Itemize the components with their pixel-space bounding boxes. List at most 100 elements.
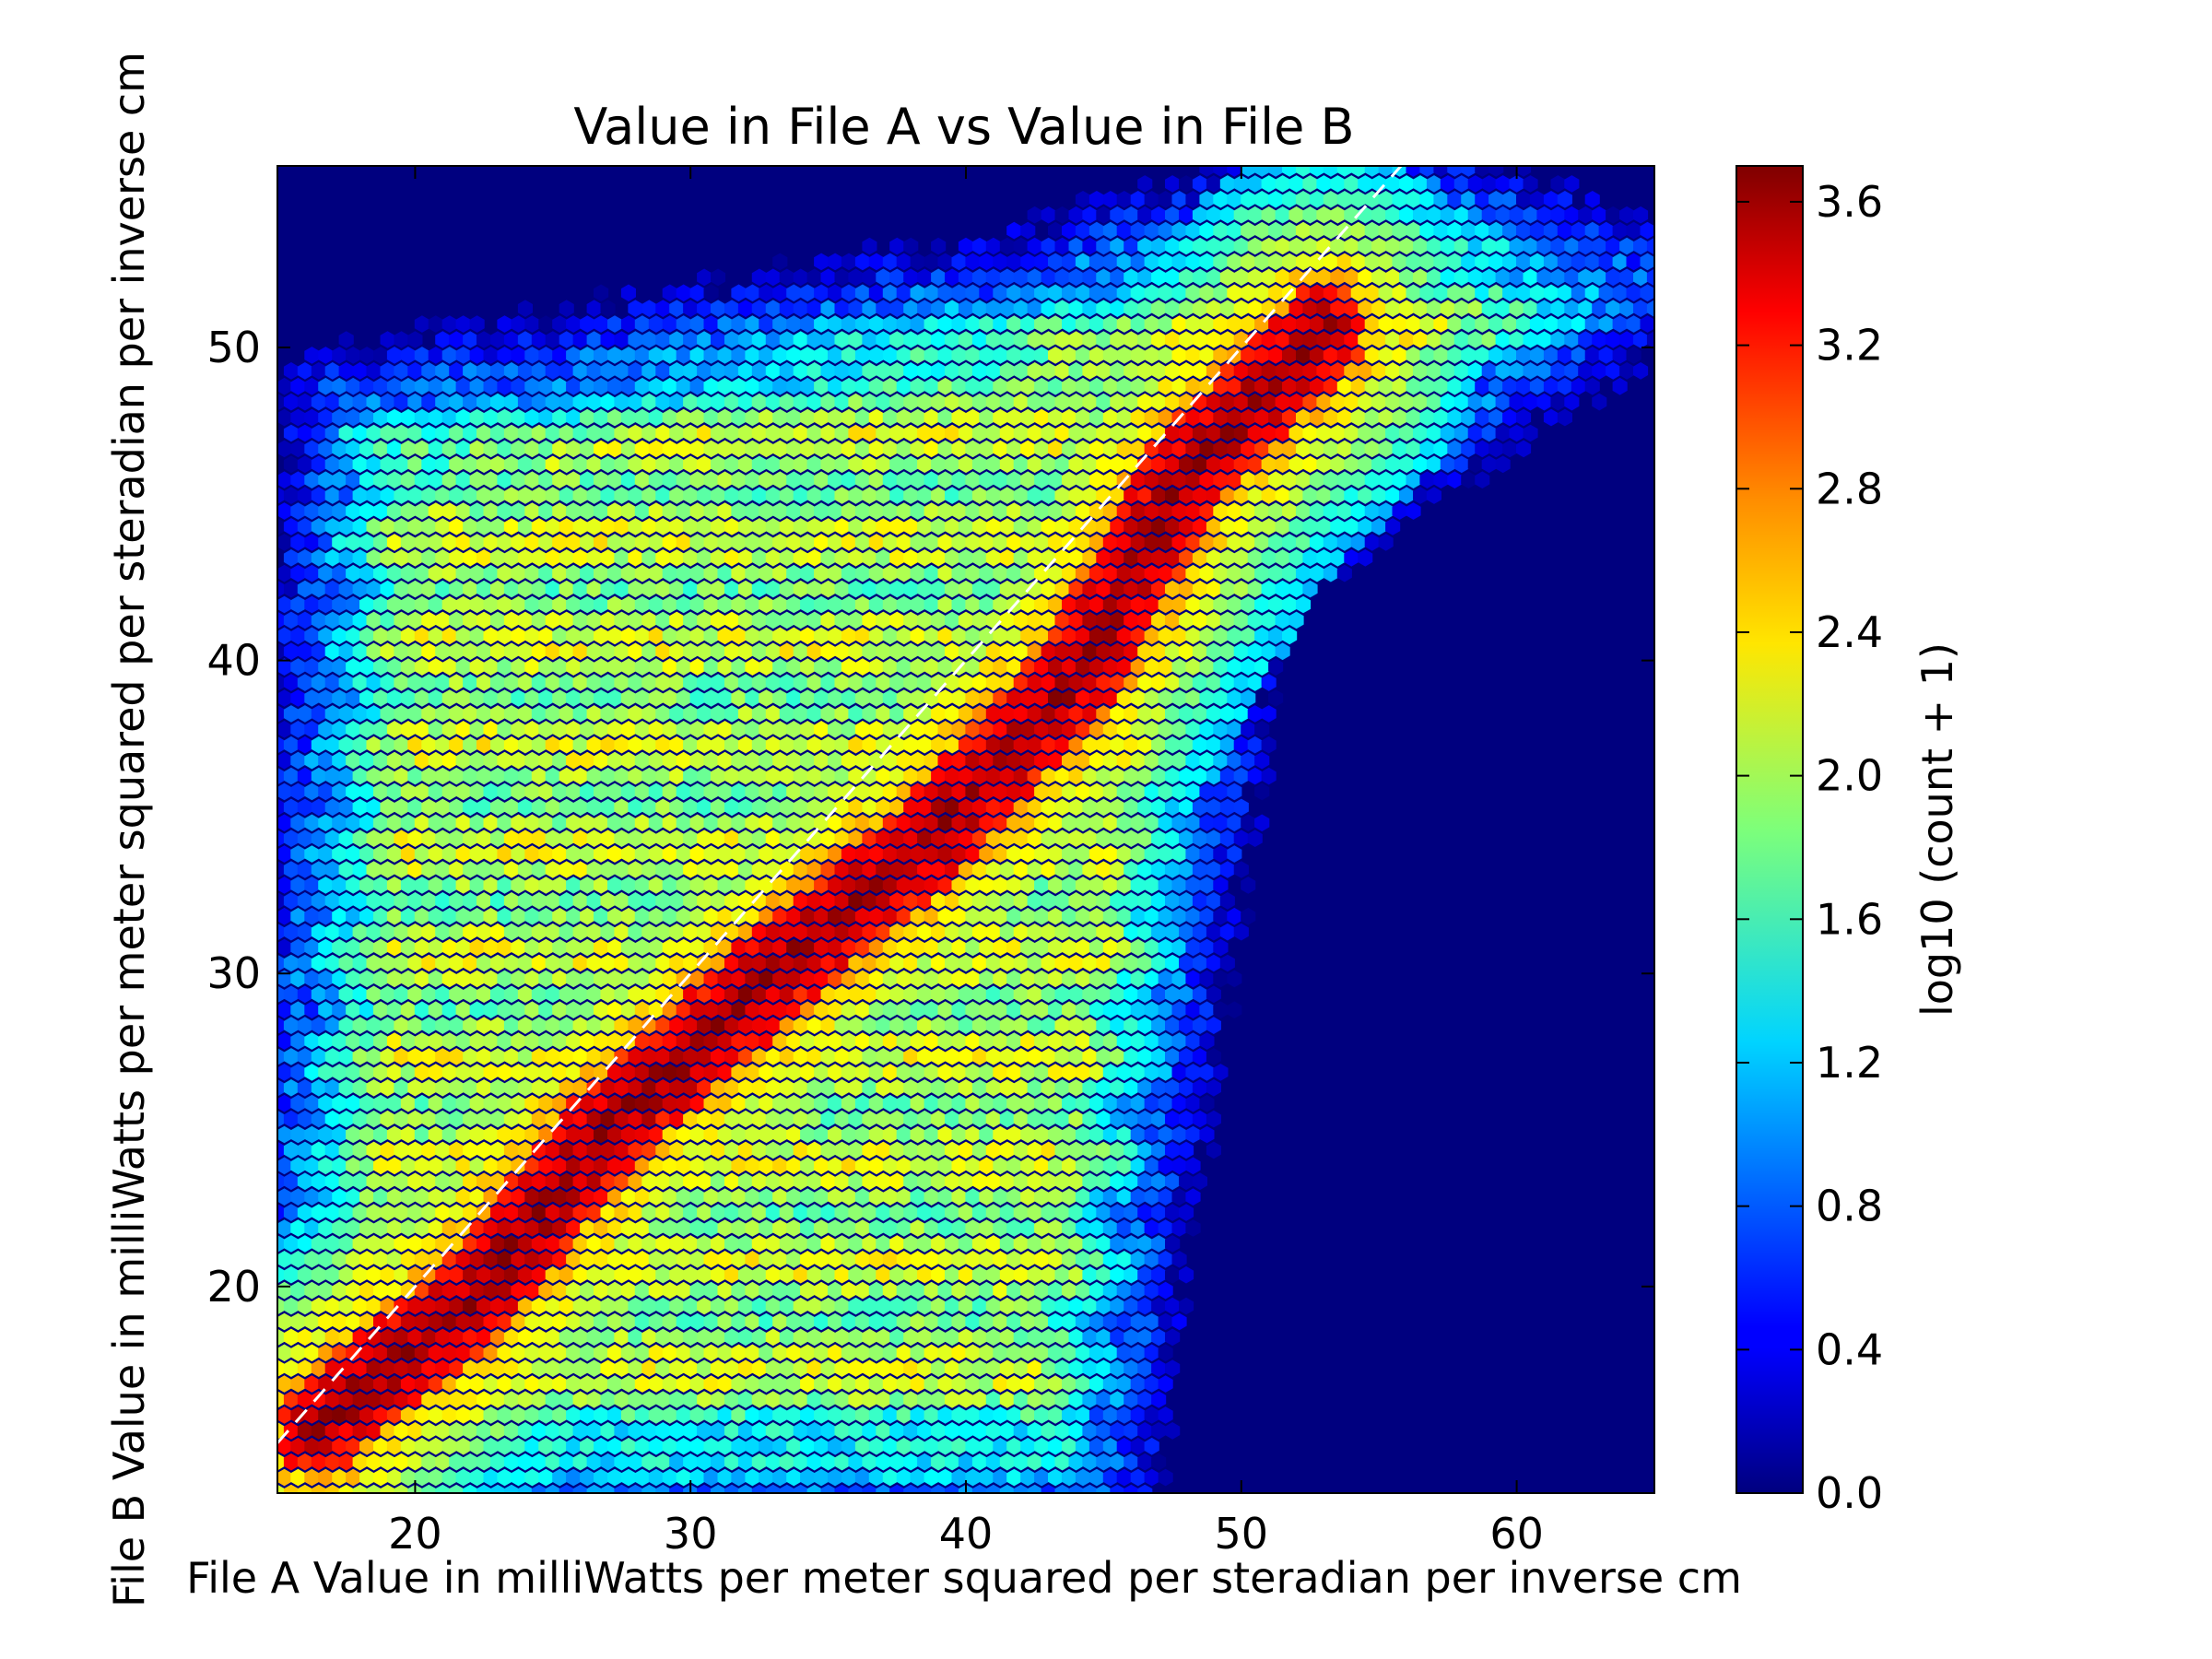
- hexbin-cell: [985, 1017, 1001, 1034]
- hexbin-cell: [538, 1188, 554, 1206]
- hexbin-cell: [1041, 1048, 1056, 1065]
- hexbin-cell: [572, 1297, 588, 1315]
- hexbin-cell: [985, 1422, 1001, 1440]
- hexbin-cell: [1006, 1094, 1022, 1112]
- hexbin-cell: [697, 1235, 712, 1253]
- hexbin-cell: [979, 1468, 994, 1487]
- hexbin-cell: [655, 1265, 671, 1284]
- hexbin-cell: [1013, 1172, 1029, 1191]
- hexbin-cell: [1171, 1032, 1187, 1050]
- hexbin-cell: [511, 1094, 526, 1112]
- hexbin-cell: [497, 1094, 512, 1112]
- hexbin-cell: [503, 1235, 519, 1253]
- hexbin-cell: [304, 1125, 320, 1144]
- hexbin-cell: [958, 1172, 974, 1191]
- hexbin-cell: [759, 1188, 774, 1206]
- hexbin-cell: [559, 1297, 574, 1315]
- hexbin-cell: [497, 1406, 512, 1424]
- hexbin-cell: [352, 1204, 368, 1221]
- hexbin-cell: [724, 1359, 740, 1377]
- hexbin-cell: [731, 1312, 747, 1331]
- hexbin-cell: [511, 1281, 526, 1300]
- hexbin-cell: [993, 1281, 1008, 1300]
- hexbin-cell: [745, 1437, 760, 1455]
- hexbin-cell: [394, 1017, 409, 1034]
- hexbin-cell: [394, 1359, 409, 1377]
- hexbin-cell: [414, 1064, 429, 1081]
- hexbin-cell: [971, 1204, 987, 1221]
- hexbin-cell: [283, 1265, 299, 1284]
- hexbin-cell: [1124, 1172, 1139, 1191]
- hexbin-cell: [697, 1422, 712, 1440]
- hexbin-cell: [386, 1406, 403, 1424]
- hexbin-cell: [463, 1422, 478, 1440]
- hexbin-cell: [304, 1064, 320, 1081]
- hexbin-cell: [634, 1406, 650, 1424]
- hexbin-cell: [1006, 1406, 1022, 1424]
- hexbin-cell: [1048, 1188, 1064, 1206]
- hexbin-cell: [586, 1422, 602, 1440]
- hexbin-cell: [524, 1375, 540, 1393]
- hexbin-cell: [945, 1297, 960, 1315]
- hexbin-cell: [407, 1079, 423, 1097]
- hexbin-cell: [1054, 1141, 1070, 1159]
- hexbin-cell: [1096, 1172, 1112, 1191]
- hexbin-cell: [380, 1172, 395, 1191]
- hexbin-cell: [979, 1437, 994, 1455]
- hexbin-cell: [545, 1484, 560, 1493]
- hexbin-cell: [318, 1094, 334, 1112]
- hexbin-cell: [435, 1391, 451, 1408]
- hexbin-cell: [779, 1391, 794, 1408]
- hexbin-cell: [862, 1017, 877, 1034]
- hexbin-cell: [1151, 1079, 1167, 1097]
- hexbin-cell: [641, 1297, 657, 1315]
- hexbin-cell: [290, 1437, 306, 1455]
- hexbin-cell: [655, 1048, 671, 1065]
- hexbin-cell: [655, 1172, 671, 1191]
- hexbin-cell: [414, 1188, 429, 1206]
- hexbin-cell: [800, 1375, 816, 1393]
- hexbin-cell: [297, 1110, 312, 1128]
- hexbin-cell: [868, 1094, 884, 1112]
- hexbin-cell: [449, 1422, 465, 1440]
- hexbin-cell: [985, 1328, 1001, 1347]
- hexbin-cell: [669, 1453, 685, 1471]
- hexbin-cell: [1075, 1188, 1091, 1206]
- hexbin-cell: [697, 1079, 712, 1097]
- hexbin-cell: [1041, 1141, 1056, 1159]
- hexbin-cell: [441, 1406, 457, 1424]
- hexbin-cell: [318, 1406, 334, 1424]
- hexbin-cell: [724, 1422, 740, 1440]
- hexbin-cell: [407, 1110, 423, 1128]
- hexbin-cell: [1088, 1375, 1104, 1393]
- hexbin-cell: [848, 1017, 864, 1034]
- hexbin-cell: [999, 1453, 1015, 1471]
- hexbin-cell: [993, 1188, 1008, 1206]
- hexbin-cell: [868, 1344, 884, 1362]
- hexbin-cell: [421, 1110, 437, 1128]
- hexbin-cell: [903, 1017, 919, 1034]
- hexbin-cell: [717, 1064, 733, 1081]
- hexbin-cell: [318, 1375, 334, 1393]
- hexbin-cell: [441, 1375, 457, 1393]
- hexbin-cell: [517, 1048, 533, 1065]
- hexbin-cell: [765, 1110, 781, 1128]
- hexbin-cell: [903, 1048, 919, 1065]
- hexbin-cell: [806, 1172, 822, 1191]
- hexbin-cell: [1062, 1406, 1077, 1424]
- hexbin-cell: [786, 1406, 802, 1424]
- hexbin-cell: [332, 1094, 347, 1112]
- hexbin-cell: [641, 1484, 657, 1493]
- hexbin-cell: [951, 1125, 967, 1144]
- hexbin-cell: [297, 1484, 312, 1493]
- hexbin-cell: [662, 1157, 677, 1175]
- hexbin-cell: [607, 1219, 623, 1237]
- hexbin-cell: [477, 1235, 492, 1253]
- hexbin-cell: [971, 1141, 987, 1159]
- hexbin-cell: [717, 1094, 733, 1112]
- hexbin-cell: [497, 1157, 512, 1175]
- hexbin-cell: [304, 1188, 320, 1206]
- hexbin-cell: [800, 1032, 816, 1050]
- hexbin-cell: [1110, 1453, 1125, 1471]
- hexbin-cell: [386, 1281, 403, 1300]
